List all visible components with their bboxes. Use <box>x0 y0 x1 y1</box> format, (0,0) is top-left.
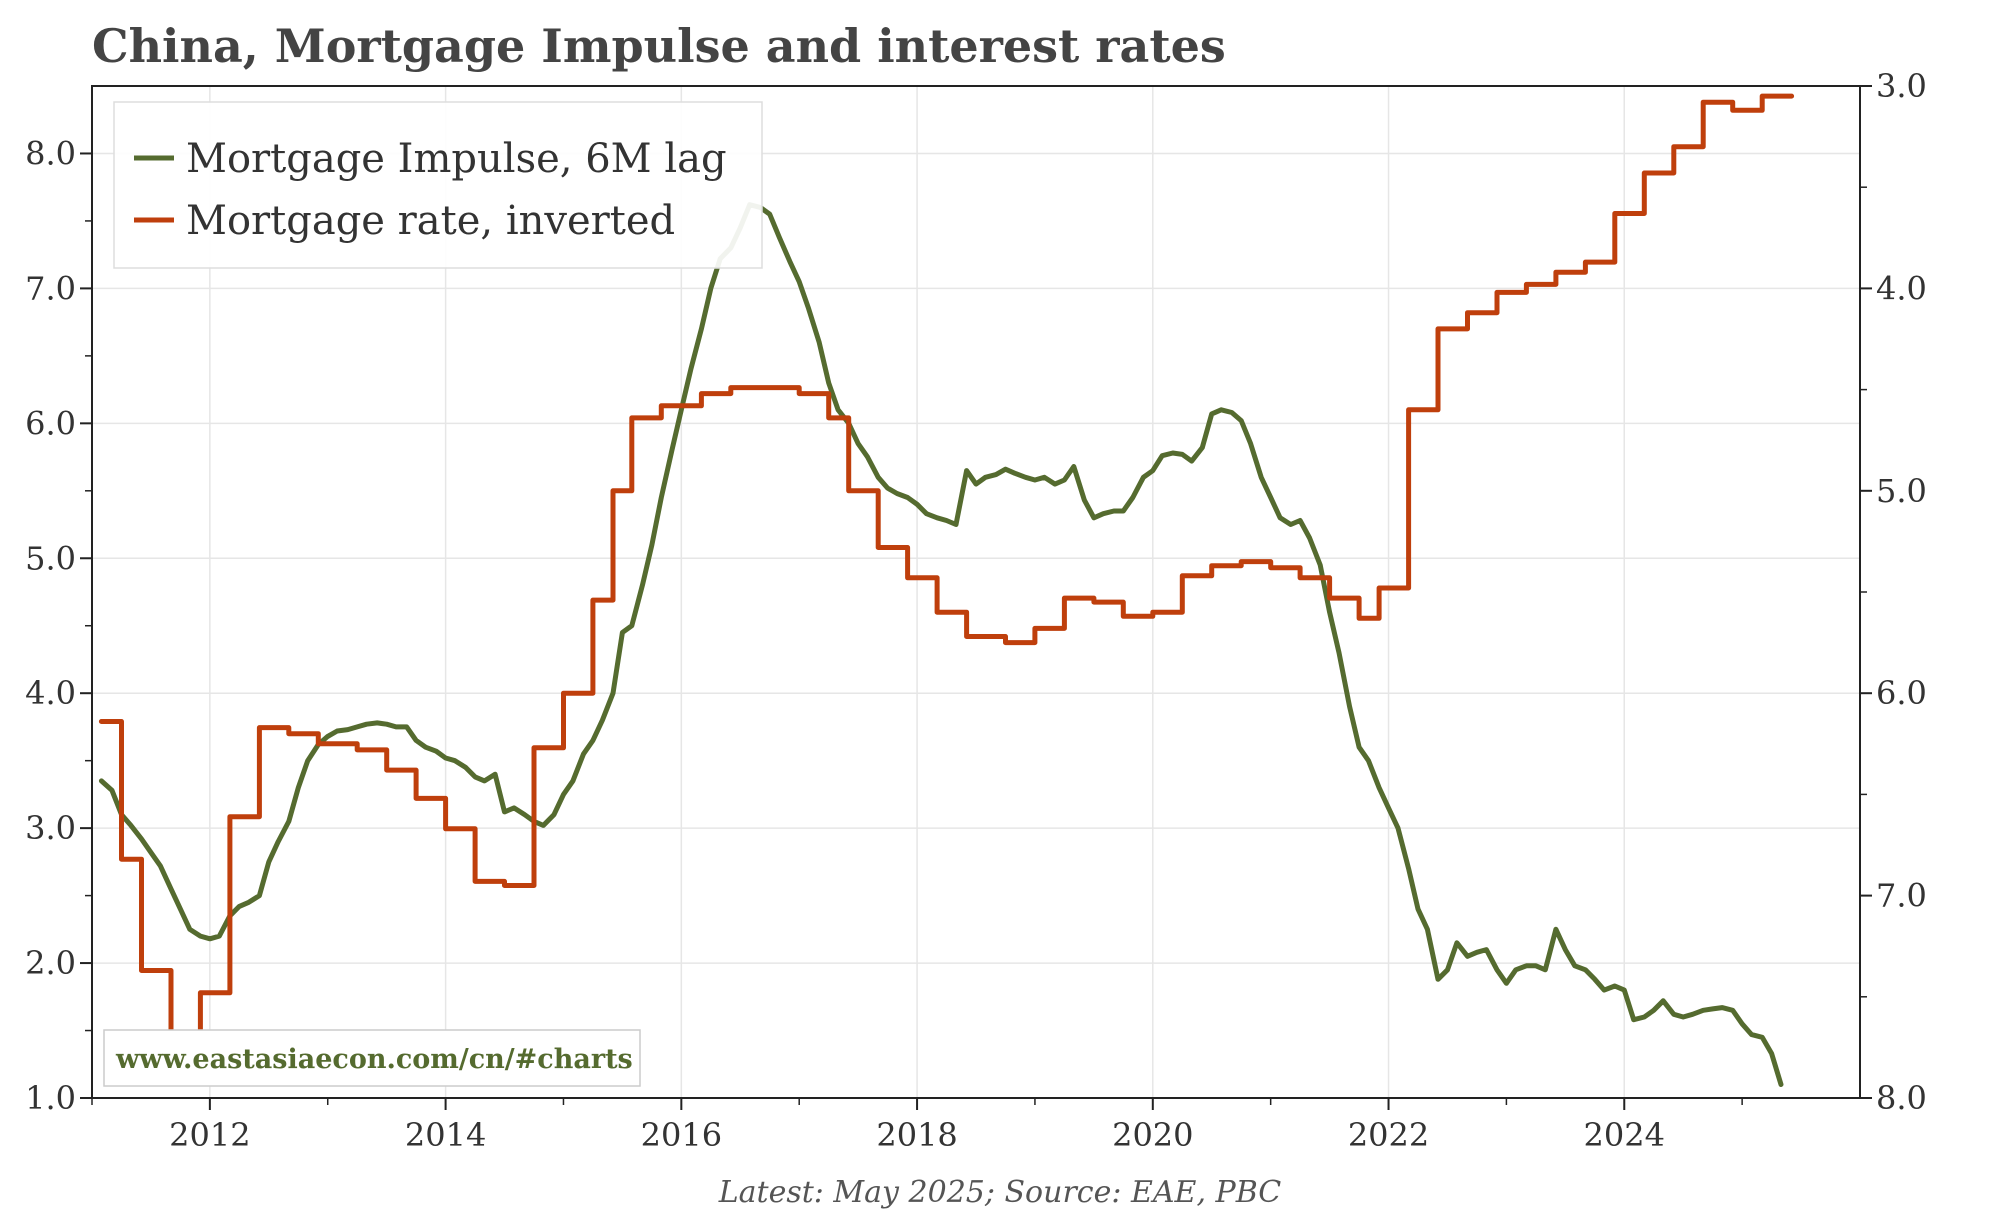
right-y-tick-label: 3.0 <box>1876 67 1927 105</box>
x-tick-label: 2016 <box>641 1116 722 1154</box>
left-y-tick-label: 5.0 <box>25 539 76 577</box>
chart-title: China, Mortgage Impulse and interest rat… <box>92 19 1226 73</box>
left-y-tick-label: 7.0 <box>25 269 76 307</box>
x-tick-label: 2012 <box>169 1116 250 1154</box>
right-y-tick-label: 7.0 <box>1876 877 1927 915</box>
source-note: Latest: May 2025; Source: EAE, PBC <box>718 1175 1282 1210</box>
left-y-tick-label: 4.0 <box>25 674 76 712</box>
watermark-box <box>103 1029 641 1087</box>
legend: Mortgage Impulse, 6M lag Mortgage rate, … <box>113 101 763 269</box>
x-tick-label: 2018 <box>876 1116 957 1154</box>
right-y-tick-label: 8.0 <box>1876 1079 1927 1117</box>
x-tick-label: 2014 <box>405 1116 486 1154</box>
x-tick-label: 2024 <box>1584 1116 1665 1154</box>
series-line-rate <box>98 93 1795 1067</box>
right-y-tick-label: 4.0 <box>1876 269 1927 307</box>
grid <box>92 86 1860 1099</box>
left-y-tick-label: 2.0 <box>25 944 76 982</box>
left-y-tick-label: 1.0 <box>25 1079 76 1117</box>
series-line-impulse <box>98 202 1784 1087</box>
watermark-text: www.eastasiaecon.com/cn/#charts <box>115 1044 633 1075</box>
left-y-tick-label: 6.0 <box>25 404 76 442</box>
legend-label-impulse: Mortgage Impulse, 6M lag <box>186 136 727 182</box>
right-y-tick-label: 5.0 <box>1876 472 1927 510</box>
watermark: www.eastasiaecon.com/cn/#charts <box>103 1029 641 1087</box>
x-tick-label: 2022 <box>1348 1116 1429 1154</box>
axis-ticks: 2012 2014 2016 2018 2020 2022 2024 1.0 2.0 3.0 4.0… <box>25 67 1927 1154</box>
left-y-tick-label: 3.0 <box>25 809 76 847</box>
left-y-tick-label: 8.0 <box>25 134 76 172</box>
x-tick-label: 2020 <box>1112 1116 1193 1154</box>
right-y-tick-label: 6.0 <box>1876 674 1927 712</box>
legend-label-rate: Mortgage rate, inverted <box>186 198 675 244</box>
legend-box <box>113 101 763 269</box>
series-lines <box>98 93 1795 1087</box>
